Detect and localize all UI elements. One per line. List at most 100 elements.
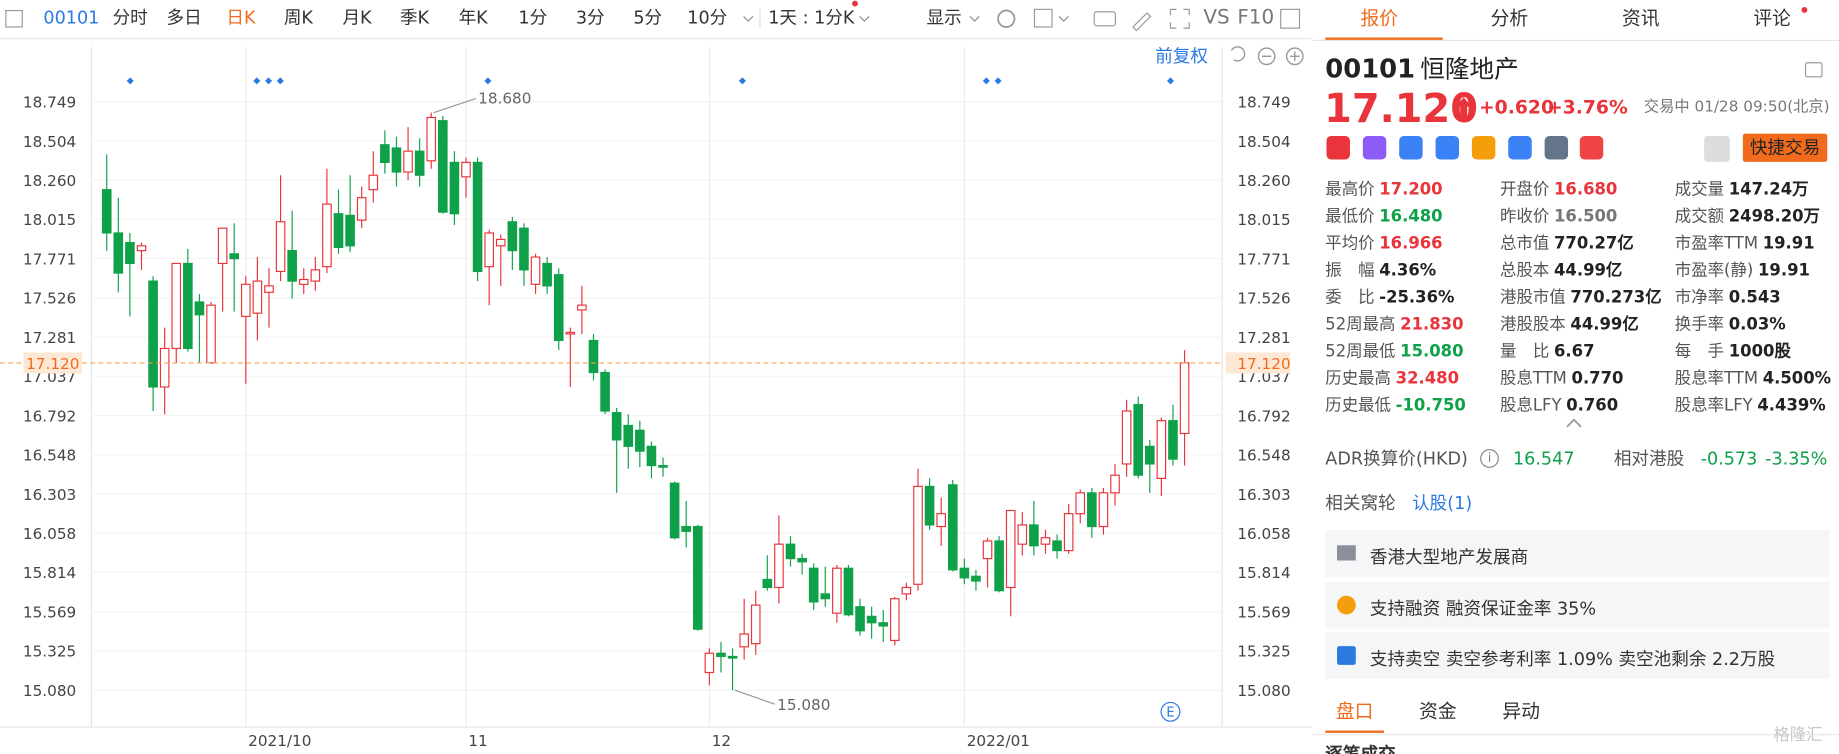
- y-tick-label: 16.792: [23, 407, 76, 425]
- period[interactable]: 10分: [687, 7, 728, 29]
- stat: 股息TTM 0.770: [1500, 371, 1623, 387]
- interval[interactable]: 1天 : 1分K: [768, 7, 855, 29]
- candle-body: [206, 304, 216, 364]
- candle-body: [623, 424, 634, 447]
- next-section: 逐笔成交: [1325, 745, 1395, 754]
- warrant-link[interactable]: 认股(1): [1412, 492, 1473, 514]
- y-tick-label-right: 16.058: [1237, 525, 1290, 543]
- settings-icon[interactable]: [997, 9, 1016, 28]
- y-tick-label-right: 17.526: [1237, 290, 1290, 308]
- interval-dropdown[interactable]: [859, 16, 870, 22]
- stat-value: 0.543: [1728, 288, 1781, 308]
- sidebar-toggle[interactable]: [5, 9, 23, 28]
- trade-button[interactable]: 快捷交易: [1742, 133, 1828, 162]
- y-tick-label: 16.303: [23, 486, 76, 504]
- f10[interactable]: F10: [1237, 5, 1275, 30]
- y-tick-label-right: 16.548: [1237, 447, 1290, 465]
- candle-body: [1040, 537, 1051, 545]
- display[interactable]: 显示: [926, 7, 962, 29]
- event-icon-glyph[interactable]: E: [1166, 705, 1174, 720]
- period[interactable]: 月K: [342, 7, 372, 29]
- bottom-tab-active[interactable]: 盘口: [1335, 700, 1374, 723]
- y-tick-label-right: 16.303: [1237, 486, 1290, 504]
- y-tick-label-right: 18.015: [1237, 211, 1290, 229]
- candle-body: [252, 280, 263, 314]
- feature: 香港大型地产发展商: [1325, 530, 1830, 577]
- low-label: 15.080: [777, 696, 830, 714]
- display-dropdown[interactable]: [969, 16, 980, 22]
- stat-value: 16.966: [1379, 234, 1443, 254]
- draw-dropdown[interactable]: [1058, 16, 1069, 22]
- period[interactable]: 年K: [458, 7, 488, 29]
- stat-value: 4.500%: [1762, 369, 1832, 389]
- stat-value: 0.03%: [1728, 315, 1786, 335]
- stat: 每 手 1000股: [1675, 344, 1791, 360]
- period[interactable]: 多日: [166, 7, 202, 29]
- collapse[interactable]: [1566, 418, 1582, 428]
- period[interactable]: 5分: [633, 7, 663, 29]
- candle-body: [577, 304, 587, 311]
- period[interactable]: 周K: [283, 7, 313, 29]
- period-active[interactable]: 日K: [226, 7, 256, 29]
- stat-value: 16.480: [1379, 207, 1443, 227]
- tab[interactable]: 资讯: [1622, 7, 1660, 30]
- compare[interactable]: VS: [1203, 5, 1230, 30]
- stat-label: 52周最低: [1325, 342, 1396, 362]
- zoom-controls[interactable]: [1230, 46, 1304, 66]
- period[interactable]: 1分: [518, 7, 548, 29]
- adr-value: 16.547: [1512, 447, 1575, 470]
- stock-code[interactable]: 00101: [43, 7, 100, 29]
- period[interactable]: 季K: [399, 7, 430, 29]
- period[interactable]: 分时: [112, 7, 148, 29]
- candle-body: [380, 144, 390, 163]
- candle-body: [101, 189, 112, 234]
- candle-body: [797, 558, 807, 563]
- stat-label: 市盈率(静): [1674, 261, 1754, 281]
- last-price-box: [23, 352, 83, 374]
- relative-label: 相对港股: [1613, 447, 1685, 470]
- candle-body: [658, 464, 668, 468]
- stat-label: 昨收价: [1500, 207, 1550, 227]
- candle-body: [866, 615, 877, 624]
- panel-icon[interactable]: [1280, 8, 1301, 29]
- candle-body: [739, 633, 749, 648]
- y-tick-label: 18.504: [23, 133, 76, 151]
- candle-body: [1029, 524, 1039, 547]
- adjust-toggle[interactable]: 前复权: [1155, 47, 1208, 67]
- stat-value: 16.500: [1553, 207, 1618, 227]
- tab-active[interactable]: 报价: [1360, 7, 1399, 30]
- candle-body: [971, 575, 981, 582]
- candle-body: [924, 485, 935, 526]
- status: 交易中 01/28 09:50(北京): [1643, 98, 1830, 117]
- candle-body: [820, 593, 831, 600]
- candle-body: [113, 232, 124, 274]
- bottom-tab[interactable]: 异动: [1502, 700, 1540, 723]
- info-icon[interactable]: i: [1480, 449, 1499, 468]
- event-icon[interactable]: [1160, 701, 1181, 722]
- period[interactable]: 3分: [575, 7, 605, 29]
- menu-icon[interactable]: [1804, 62, 1823, 78]
- alert-icon[interactable]: [1704, 136, 1730, 162]
- candle-body: [681, 525, 692, 532]
- candle-body: [901, 586, 912, 595]
- candle-body: [1156, 420, 1167, 479]
- stat: 市盈率(静) 19.91: [1675, 263, 1810, 279]
- tab[interactable]: 分析: [1490, 7, 1529, 30]
- period-more[interactable]: [743, 16, 754, 22]
- candle-body: [194, 301, 205, 316]
- draw-icon[interactable]: [1033, 8, 1053, 28]
- candle-body: [808, 567, 819, 603]
- stat-label: 振 幅: [1325, 261, 1375, 281]
- bottom-tab[interactable]: 资金: [1419, 700, 1457, 723]
- fullscreen-icon[interactable]: [1169, 8, 1190, 29]
- up-arrow: [1455, 97, 1472, 119]
- tab[interactable]: 评论: [1753, 7, 1791, 30]
- stat-label: 历史最低: [1325, 396, 1391, 416]
- last-price-box-right: [1225, 352, 1291, 374]
- y-tick-label: 15.814: [23, 564, 76, 582]
- pencil-icon[interactable]: [1132, 12, 1152, 32]
- panel-name: 恒隆地产: [1420, 55, 1519, 84]
- stat-label: 历史最高: [1325, 369, 1391, 389]
- camera-icon[interactable]: [1093, 11, 1116, 27]
- stat: 最低价 16.480: [1325, 209, 1442, 225]
